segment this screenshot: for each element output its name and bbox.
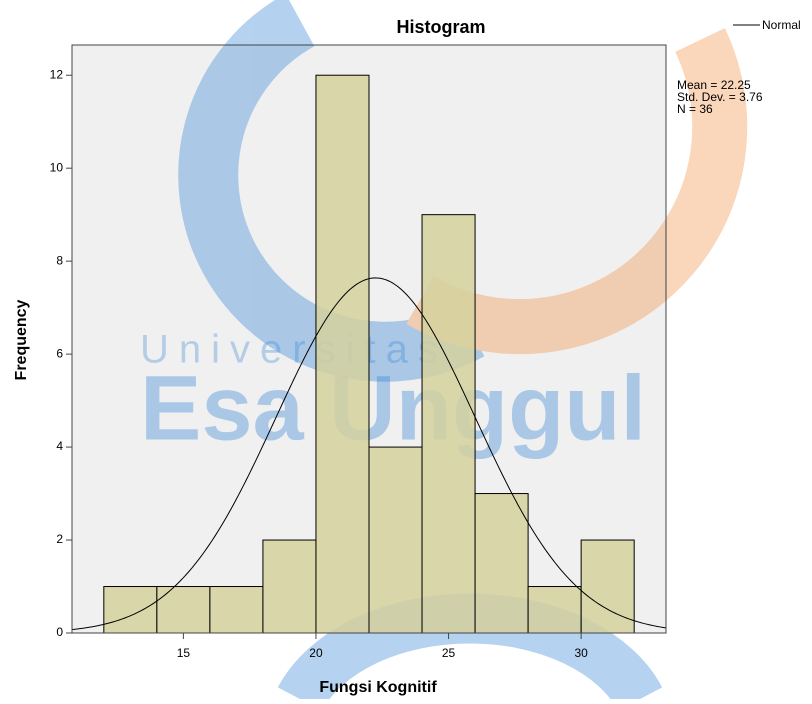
- y-tick-label: 4: [56, 439, 63, 453]
- y-tick-label: 2: [56, 532, 63, 546]
- bar: [474, 493, 529, 634]
- y-tick-label: 0: [56, 625, 63, 639]
- plot: [71, 74, 667, 634]
- watermark-arc: [178, 0, 485, 382]
- bar: [156, 586, 211, 634]
- watermark-text: Universitas: [140, 328, 448, 372]
- x-axis-label: Fungsi Kognitif: [319, 679, 437, 696]
- legend-label: Normal: [762, 18, 801, 32]
- stats-text: Mean = 22.25: [677, 78, 751, 92]
- x-tick-label: 25: [442, 646, 456, 660]
- watermark-text: Esa Unggul: [140, 357, 646, 459]
- y-tick-label: 8: [56, 253, 63, 267]
- bar: [580, 539, 635, 634]
- stats-text: N = 36: [677, 102, 713, 116]
- x-tick-label: 15: [177, 646, 191, 660]
- y-axis-label: Frequency: [13, 299, 30, 380]
- plot-frame: [71, 44, 667, 634]
- watermark-arc: [406, 28, 748, 355]
- bar: [368, 446, 423, 634]
- y-tick-label: 10: [50, 160, 64, 174]
- chart-title: Histogram: [396, 17, 485, 37]
- bar: [209, 586, 264, 634]
- stats-text: Std. Dev. = 3.76: [677, 90, 763, 104]
- bar: [315, 74, 370, 634]
- bar: [527, 586, 582, 634]
- y-tick-label: 12: [50, 67, 64, 81]
- bar: [103, 586, 158, 634]
- bar: [262, 539, 317, 634]
- normal-curve: [71, 277, 667, 631]
- y-tick-label: 6: [56, 346, 63, 360]
- bar: [421, 214, 476, 634]
- x-tick-label: 20: [309, 646, 323, 660]
- x-tick-label: 30: [574, 646, 588, 660]
